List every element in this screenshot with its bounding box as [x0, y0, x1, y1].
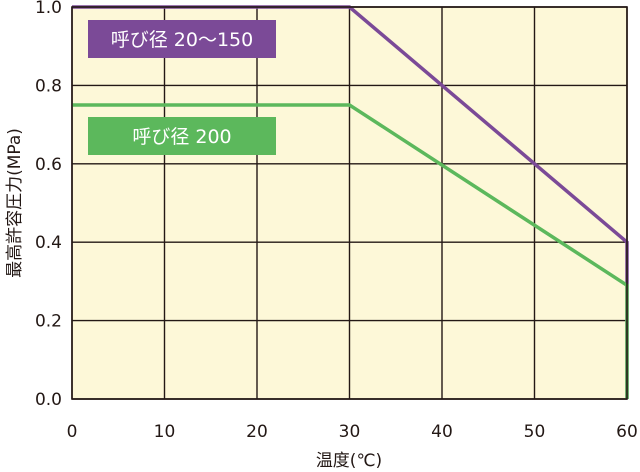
legend: 呼び径 20〜150 呼び径 200 — [88, 20, 276, 155]
y-tick-label: 0.8 — [35, 76, 62, 96]
y-tick-label: 0.0 — [35, 390, 62, 410]
y-tick-label: 0.2 — [35, 312, 62, 332]
x-tick-label: 20 — [246, 422, 268, 442]
y-tick-label: 0.6 — [35, 155, 62, 175]
x-tick-label: 0 — [67, 422, 78, 442]
x-tick-label: 10 — [154, 422, 176, 442]
x-tick-label: 50 — [524, 422, 546, 442]
y-axis-title: 最高許容圧力(MPa) — [5, 128, 25, 278]
plot-border — [71, 6, 628, 400]
axis-frame — [71, 6, 628, 400]
y-tick-labels: 0.0 0.2 0.4 0.6 0.8 1.0 — [35, 0, 62, 410]
x-tick-label: 30 — [339, 422, 361, 442]
legend-box-0 — [88, 20, 276, 58]
y-tick-label: 0.4 — [35, 233, 62, 253]
x-tick-labels: 0 10 20 30 40 50 60 — [67, 422, 638, 442]
x-tick-label: 60 — [616, 422, 638, 442]
x-axis-title: 温度(℃) — [316, 451, 382, 471]
legend-label-0: 呼び径 20〜150 — [111, 29, 253, 51]
legend-box-1 — [88, 117, 276, 155]
y-tick-label: 1.0 — [35, 0, 62, 18]
legend-label-1: 呼び径 200 — [132, 126, 231, 148]
x-tick-label: 40 — [431, 422, 453, 442]
